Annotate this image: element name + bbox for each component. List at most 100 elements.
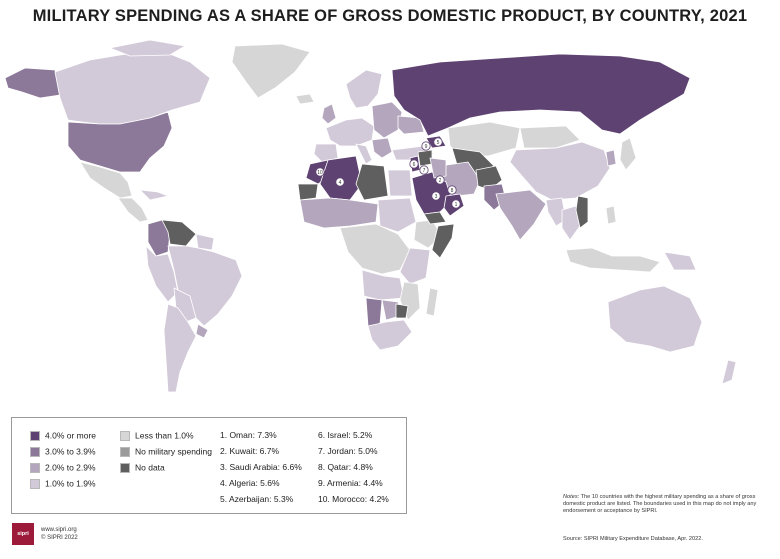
- legend-label: Less than 1.0%: [135, 430, 194, 441]
- region-new-zealand: [721, 359, 737, 385]
- ranking-marker: 3: [431, 191, 441, 201]
- legend-swatch: [30, 478, 40, 489]
- region-iraq: [429, 157, 447, 179]
- region-western-sahara: [297, 183, 319, 201]
- notes-label: Notes:: [563, 494, 580, 500]
- region-usa: [67, 111, 173, 173]
- legend-item: No military spending: [120, 446, 212, 457]
- credit-copyright: © SIPRI 2022: [41, 535, 78, 541]
- ranking-marker-number: 8: [451, 188, 454, 194]
- credit: www.sipri.org © SIPRI 2022: [41, 526, 78, 542]
- legend-label: 2.0% to 2.9%: [45, 462, 96, 473]
- ranking-item: 7. Jordan: 5.0%: [318, 446, 378, 456]
- region-yemen: [423, 211, 447, 225]
- legend-label: 3.0% to 3.9%: [45, 446, 96, 457]
- ranking-item: 9. Armenia: 4.4%: [318, 478, 383, 488]
- ranking-marker-number: 7: [423, 168, 426, 174]
- region-namibia: [365, 297, 383, 327]
- ranking-marker: 9: [421, 141, 431, 151]
- ranking-item: 2. Kuwait: 6.7%: [220, 446, 280, 456]
- legend-label: 4.0% or more: [45, 430, 97, 441]
- region-argentina: [163, 303, 197, 393]
- region-central-america: [117, 197, 149, 223]
- ranking-marker-number: 3: [435, 194, 438, 200]
- region-zimbabwe: [395, 303, 409, 319]
- region-central-africa: [339, 223, 411, 275]
- region-arctic-islands: [109, 39, 186, 57]
- region-caribbean: [139, 189, 169, 201]
- region-new-guinea: [663, 251, 697, 271]
- region-russia: [391, 53, 691, 137]
- region-greenland: [231, 43, 311, 99]
- region-bolivia: [173, 287, 197, 323]
- source-line: Source: SIPRI Military Expenditure Datab…: [563, 536, 703, 542]
- region-canada: [54, 49, 211, 125]
- region-mexico: [79, 161, 133, 199]
- ranking-item: 1. Oman: 7.3%: [220, 430, 277, 440]
- notes-text: The 10 countries with the highest milita…: [563, 494, 757, 514]
- legend-swatch: [120, 446, 130, 457]
- region-vietnam: [575, 195, 589, 229]
- region-somalia: [431, 223, 455, 259]
- ranking-marker-number: 6: [413, 162, 416, 168]
- region-indonesia: [565, 247, 661, 273]
- region-sahel: [299, 197, 379, 229]
- region-alaska: [4, 67, 61, 99]
- region-guianas: [195, 233, 215, 251]
- region-korea: [605, 149, 617, 167]
- region-scandinavia: [345, 69, 383, 109]
- ranking-item: 6. Israel: 5.2%: [318, 430, 373, 440]
- region-eastern-europe: [371, 101, 403, 139]
- region-iceland: [295, 93, 315, 105]
- ranking-marker: 4: [335, 177, 345, 187]
- region-greece: [371, 137, 393, 159]
- ranking-marker-number: 4: [339, 180, 342, 186]
- region-south-africa: [367, 319, 413, 351]
- legend-swatch: [120, 462, 130, 473]
- ranking-item: 8. Qatar: 4.8%: [318, 462, 373, 472]
- legend-item: 3.0% to 3.9%: [30, 446, 96, 457]
- legend-item: 2.0% to 2.9%: [30, 462, 96, 473]
- ranking-marker-number: 9: [425, 144, 428, 150]
- region-australia: [607, 285, 703, 353]
- credit-url: www.sipri.org: [41, 527, 77, 533]
- ranking-item: 3. Saudi Arabia: 6.6%: [220, 462, 302, 472]
- notes: Notes: The 10 countries with the highest…: [563, 494, 773, 515]
- ranking-marker-number: 2: [439, 178, 442, 184]
- world-map: 1 2 3 4 5 6 7 8 9 10: [4, 39, 737, 393]
- map-title: MILITARY SPENDING AS A SHARE OF GROSS DO…: [32, 7, 748, 25]
- ranking-marker: 6: [409, 159, 419, 169]
- legend-swatch: [120, 430, 130, 441]
- region-libya: [355, 163, 389, 201]
- region-uruguay: [195, 323, 209, 339]
- region-sudan: [377, 197, 417, 233]
- legend-label: No military spending: [135, 446, 213, 457]
- ranking-marker-number: 5: [437, 140, 440, 146]
- legend-swatch: [30, 430, 40, 441]
- region-madagascar: [425, 287, 439, 317]
- legend-item: No data: [120, 462, 165, 473]
- region-philippines: [605, 205, 617, 225]
- legend-label: 1.0% to 1.9%: [45, 478, 96, 489]
- ranking-marker: 1: [451, 199, 461, 209]
- region-east-africa: [399, 247, 431, 285]
- ranking-marker: 10: [315, 167, 325, 177]
- ranking-item: 4. Algeria: 5.6%: [220, 478, 280, 488]
- ranking-marker-number: 10: [317, 170, 323, 176]
- region-japan: [619, 137, 637, 171]
- legend-item: 4.0% or more: [30, 430, 96, 441]
- region-egypt: [387, 169, 413, 197]
- region-mongolia: [519, 125, 581, 149]
- ranking-marker: 8: [447, 185, 457, 195]
- legend-label: No data: [135, 462, 165, 473]
- legend-item: 1.0% to 1.9%: [30, 478, 96, 489]
- legend-swatch: [30, 462, 40, 473]
- region-angola: [361, 269, 405, 301]
- sipri-logo: sipri: [12, 523, 34, 545]
- legend-item: Less than 1.0%: [120, 430, 194, 441]
- region-thailand: [561, 205, 581, 241]
- region-china: [509, 141, 611, 201]
- legend: 4.0% or more 3.0% to 3.9% 2.0% to 2.9% 1.0%…: [11, 417, 407, 514]
- ranking-item: 10. Morocco: 4.2%: [318, 494, 389, 504]
- legend-swatch: [30, 446, 40, 457]
